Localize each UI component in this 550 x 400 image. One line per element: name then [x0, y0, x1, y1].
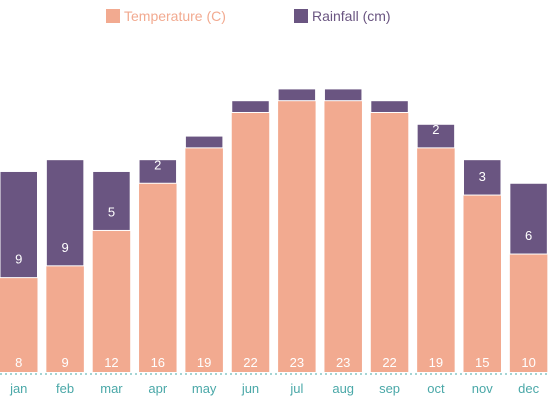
- rainfall-bar-feb: [45, 159, 85, 267]
- temperature-label-aug: 23: [336, 355, 350, 370]
- x-tick-aug: aug: [332, 381, 354, 396]
- rainfall-bar-sep: [370, 100, 409, 113]
- temperature-label-jan: 8: [15, 355, 22, 370]
- rainfall-bar-jan: [0, 170, 38, 279]
- temperature-label-feb: 9: [61, 355, 68, 370]
- rainfall-bar-nov: [463, 159, 502, 196]
- temperature-bar-aug: [324, 100, 362, 372]
- rainfall-bar-mar: [92, 170, 131, 231]
- x-tick-jan: jan: [9, 381, 27, 396]
- rainfall-bar-may: [184, 135, 224, 149]
- temperature-label-may: 19: [197, 355, 211, 370]
- temperature-label-oct: 19: [429, 355, 443, 370]
- temperature-label-apr: 16: [151, 355, 165, 370]
- rainfall-label-jan: 9: [15, 252, 22, 267]
- rainfall-bar-jun: [231, 100, 270, 113]
- x-tick-dec: dec: [518, 381, 539, 396]
- x-tick-feb: feb: [56, 381, 74, 396]
- legend-swatch-temperature: [106, 9, 120, 23]
- temperature-label-nov: 15: [475, 355, 489, 370]
- rainfall-bar-apr: [138, 159, 178, 184]
- temperature-bar-sep: [370, 112, 409, 372]
- rainfall-bar-oct: [416, 123, 456, 149]
- temperature-bar-oct: [417, 147, 455, 372]
- x-axis-ticks: jan feb mar apr may jun jul aug sep oct nov dec: [9, 381, 540, 396]
- legend-label-rainfall: Rainfall (cm): [312, 8, 391, 24]
- temperature-bar-jan: [0, 277, 38, 372]
- temperature-bar-feb: [46, 265, 84, 372]
- rainfall-bar-dec: [509, 182, 548, 255]
- x-tick-sep: sep: [379, 381, 400, 396]
- x-tick-apr: apr: [148, 381, 167, 396]
- temperature-label-sep: 22: [382, 355, 396, 370]
- legend-label-temperature: Temperature (C): [124, 8, 226, 24]
- rainfall-label-nov: 3: [479, 169, 486, 184]
- temperature-label-jun: 22: [243, 355, 257, 370]
- x-tick-jul: jul: [289, 381, 303, 396]
- bar-labels: 8 9 9 9 12 5 16 2 19 22 23 23 22 19 2 15 3 10 6: [15, 122, 536, 370]
- temperature-bar-mar: [92, 230, 131, 372]
- rainfall-label-mar: 5: [108, 204, 115, 219]
- temperature-bar-may: [185, 147, 223, 372]
- temperature-label-dec: 10: [521, 355, 535, 370]
- temperature-bar-nov: [463, 195, 501, 372]
- rainfall-label-dec: 6: [525, 228, 532, 243]
- x-tick-may: may: [192, 381, 217, 396]
- temperature-label-mar: 12: [104, 355, 118, 370]
- rainfall-label-feb: 9: [61, 240, 68, 255]
- temperature-bar-jul: [278, 100, 316, 372]
- rainfall-bar-jul: [277, 88, 317, 102]
- x-tick-jun: jun: [241, 381, 259, 396]
- rainfall-label-oct: 2: [432, 122, 439, 137]
- legend: Temperature (C) Rainfall (cm): [106, 8, 391, 24]
- temperature-bar-apr: [139, 183, 177, 372]
- rainfall-label-apr: 2: [154, 157, 161, 172]
- rainfall-bar-aug: [323, 88, 363, 102]
- temperature-label-jul: 23: [290, 355, 304, 370]
- temperature-bar-jun: [231, 112, 270, 372]
- x-tick-nov: nov: [472, 381, 493, 396]
- x-tick-mar: mar: [100, 381, 123, 396]
- temperature-bar-dec: [509, 254, 548, 372]
- bars: [0, 88, 548, 372]
- x-tick-oct: oct: [427, 381, 445, 396]
- legend-swatch-rainfall: [294, 9, 308, 23]
